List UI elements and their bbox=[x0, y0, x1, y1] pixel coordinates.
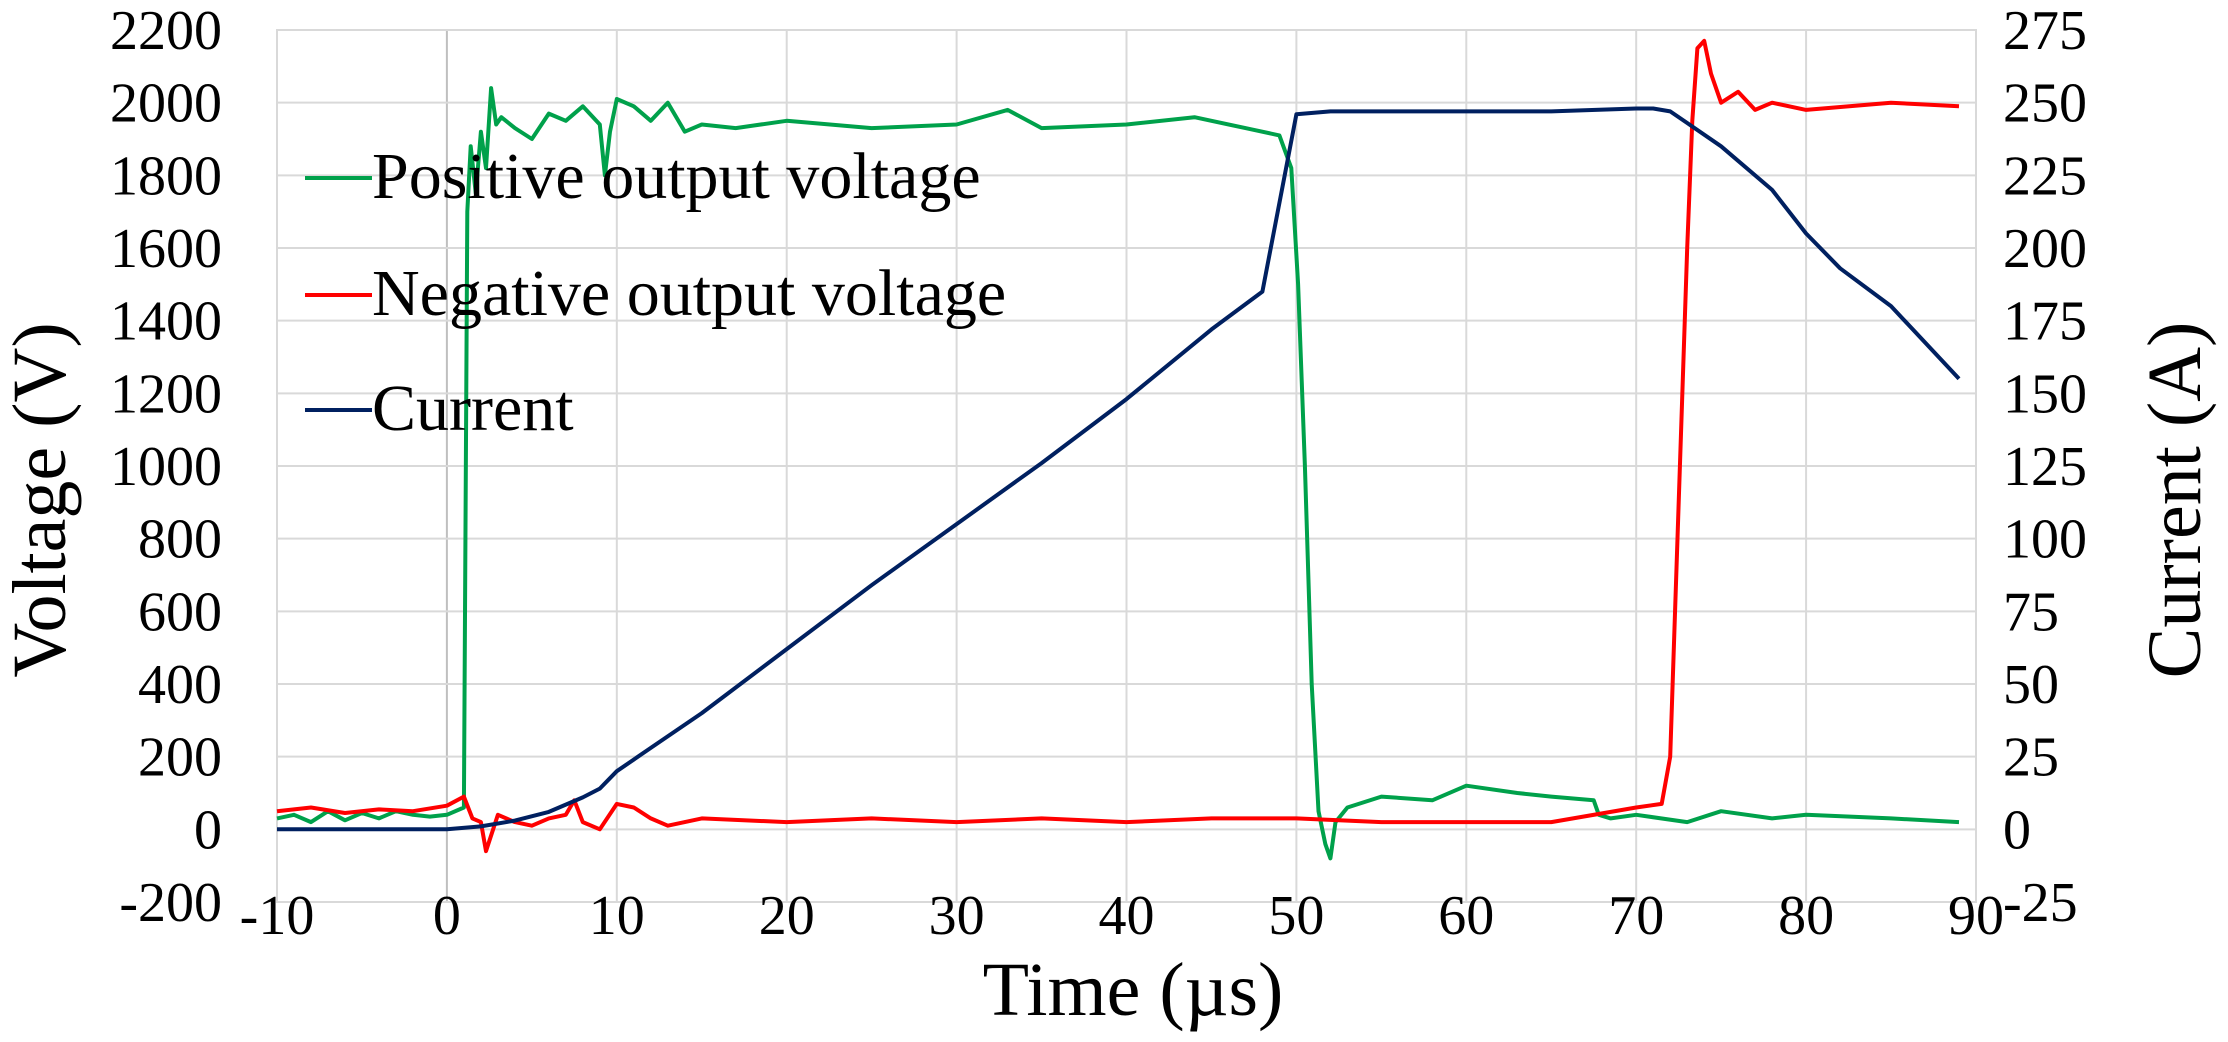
x-tick-label: 60 bbox=[1438, 885, 1494, 947]
x-tick-label: -10 bbox=[240, 885, 315, 947]
y-tick-label: 800 bbox=[138, 509, 222, 571]
y2-tick-label: 175 bbox=[2003, 291, 2087, 353]
y-tick-label: 200 bbox=[138, 727, 222, 789]
y-tick-label: 1400 bbox=[110, 291, 222, 353]
x-tick-label: 80 bbox=[1778, 885, 1834, 947]
legend-item: Positive output voltage bbox=[305, 140, 981, 213]
y2-tick-label: 75 bbox=[2003, 581, 2059, 643]
y-tick-label: 1200 bbox=[110, 363, 222, 425]
legend-label: Positive output voltage bbox=[372, 140, 981, 213]
y-tick-label: 1600 bbox=[110, 218, 222, 280]
series-line-2 bbox=[276, 38, 1960, 854]
y-tick-label: 1000 bbox=[110, 436, 222, 498]
y2-tick-label: 0 bbox=[2003, 799, 2031, 861]
x-tick-label: 30 bbox=[929, 885, 985, 947]
series-line-1 bbox=[276, 86, 1960, 861]
y2-tick-label: 275 bbox=[2003, 0, 2087, 62]
series-layer bbox=[276, 38, 1961, 861]
y-tick-label: 2000 bbox=[110, 73, 222, 135]
y2-tick-label: 125 bbox=[2003, 436, 2087, 498]
y2-tick-label: 25 bbox=[2003, 727, 2059, 789]
x-tick-label: 50 bbox=[1268, 885, 1324, 947]
y2-axis-title: Current (A) bbox=[2133, 322, 2217, 679]
legend-item: Current bbox=[305, 372, 574, 445]
legend: Positive output voltage Negative output v… bbox=[305, 140, 1006, 445]
y-tick-label: 2200 bbox=[110, 0, 222, 62]
x-tick-label: 20 bbox=[759, 885, 815, 947]
x-tick-label: 40 bbox=[1099, 885, 1155, 947]
x-tick-label: 90 bbox=[1948, 885, 2004, 947]
legend-label: Negative output voltage bbox=[372, 257, 1006, 330]
x-axis-title: Time (µs) bbox=[983, 948, 1284, 1032]
y2-tick-label: 100 bbox=[2003, 509, 2087, 571]
y2-tick-label: 200 bbox=[2003, 218, 2087, 280]
y-tick-label: 1800 bbox=[110, 145, 222, 207]
x-tick-label: 70 bbox=[1608, 885, 1664, 947]
series-line-3 bbox=[277, 106, 1961, 832]
y2-tick-label: 150 bbox=[2003, 363, 2087, 425]
plot-frame bbox=[276, 29, 1977, 903]
y2-tick-label: 50 bbox=[2003, 654, 2059, 716]
y2-tick-label: 250 bbox=[2003, 73, 2087, 135]
y2-tick-label: -25 bbox=[2003, 872, 2078, 934]
x-tick-label: 10 bbox=[589, 885, 645, 947]
x-tick-label: 0 bbox=[433, 885, 461, 947]
y-tick-label: 600 bbox=[138, 581, 222, 643]
legend-item: Negative output voltage bbox=[305, 257, 1006, 330]
y-tick-label: 0 bbox=[194, 799, 222, 861]
legend-label: Current bbox=[372, 372, 574, 445]
tick-labels: -200020040060080010001200140016001800200… bbox=[110, 0, 2087, 947]
y-axis-title: Voltage (V) bbox=[0, 322, 82, 677]
y-tick-label: -200 bbox=[119, 872, 222, 934]
y2-tick-label: 225 bbox=[2003, 145, 2087, 207]
y-tick-label: 400 bbox=[138, 654, 222, 716]
